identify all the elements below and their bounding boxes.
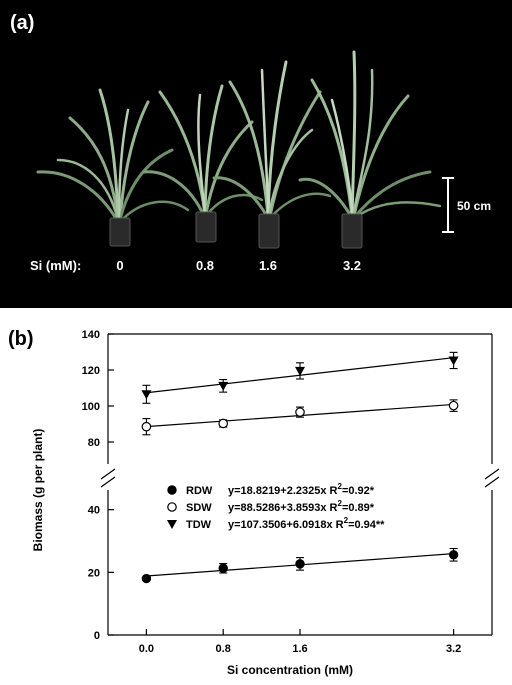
chart-ticks: 80 100 120 140 0 20 40 0.0 0.8 1.6 3.2 bbox=[82, 329, 462, 655]
point-rdw bbox=[218, 563, 228, 573]
legend-name-sdw: SDW bbox=[186, 502, 212, 514]
x-tick-label: 3.2 bbox=[446, 643, 461, 655]
fit-lines bbox=[146, 357, 454, 577]
axis-break-mark bbox=[100, 476, 116, 488]
plant-0.8 bbox=[142, 84, 264, 243]
y-tick-label: 120 bbox=[82, 365, 100, 377]
x-tick-label: 0.0 bbox=[139, 643, 154, 655]
x-tick-label: 1.6 bbox=[292, 643, 307, 655]
y-tick-label: 140 bbox=[82, 329, 100, 341]
legend-equation-tdw: y=107.3506+6.0918x R2=0.94** bbox=[228, 516, 385, 531]
plant-1.6 bbox=[212, 60, 332, 249]
point-tdw bbox=[218, 381, 229, 391]
legend-marker-rdw bbox=[167, 485, 177, 495]
x-axis-label: Si concentration (mM) bbox=[227, 663, 353, 677]
point-sdw bbox=[448, 400, 459, 411]
legend: RDW y=18.8219+2.2325x R2=0.92* SDW y=88.528… bbox=[167, 482, 385, 531]
point-tdw bbox=[141, 390, 152, 400]
legend-marker-sdw bbox=[167, 502, 177, 512]
biomass-chart: (b) 80 100 120 140 0 20 40 0.0 0.8 1.6 3.2 RDW y=18… bbox=[8, 328, 500, 677]
y-axis-label: Biomass (g per plant) bbox=[31, 429, 45, 552]
panel-a-label: (a) bbox=[10, 12, 34, 34]
legend-equation-rdw: y=18.8219+2.2325x R2=0.92* bbox=[228, 482, 375, 497]
y-tick-label: 40 bbox=[88, 505, 100, 517]
point-rdw bbox=[141, 573, 152, 584]
axis-break-mark bbox=[484, 476, 500, 488]
point-tdw bbox=[448, 356, 459, 366]
scale-bar bbox=[442, 177, 454, 233]
panel-b-chart: (b) 80 100 120 140 0 20 40 0.0 0.8 1.6 3.2 RDW y=18… bbox=[0, 308, 512, 685]
legend-marker-tdw bbox=[167, 520, 177, 529]
legend-name-rdw: RDW bbox=[186, 485, 213, 497]
plant-photo: (a) bbox=[10, 12, 491, 273]
x-tick-label: 0.8 bbox=[216, 643, 231, 655]
y-tick-label: 20 bbox=[88, 567, 100, 579]
treatment-1.6: 1.6 bbox=[259, 258, 277, 273]
panel-a-photo: (a) bbox=[0, 0, 512, 308]
point-sdw bbox=[141, 421, 152, 432]
plant-0 bbox=[36, 88, 190, 247]
plant-3.2 bbox=[298, 50, 442, 249]
point-tdw bbox=[295, 366, 305, 376]
treatment-0: 0 bbox=[116, 258, 123, 273]
point-rdw bbox=[295, 559, 305, 569]
treatment-label: Si (mM): bbox=[30, 258, 81, 273]
point-rdw bbox=[448, 550, 459, 560]
legend-name-tdw: TDW bbox=[186, 519, 212, 531]
panel-b-label: (b) bbox=[8, 328, 34, 350]
axis-break-mark bbox=[100, 468, 116, 480]
scale-bar-label: 50 cm bbox=[457, 199, 491, 213]
data-marks bbox=[141, 351, 459, 584]
point-sdw bbox=[218, 418, 228, 429]
y-tick-label: 80 bbox=[88, 437, 100, 449]
point-sdw bbox=[295, 407, 305, 417]
y-tick-label: 0 bbox=[94, 630, 100, 642]
treatment-3.2: 3.2 bbox=[343, 258, 361, 273]
axis-break-mark bbox=[484, 468, 500, 480]
legend-equation-sdw: y=88.5286+3.8593x R2=0.89* bbox=[228, 499, 375, 514]
treatment-0.8: 0.8 bbox=[196, 258, 214, 273]
y-tick-label: 100 bbox=[82, 401, 100, 413]
